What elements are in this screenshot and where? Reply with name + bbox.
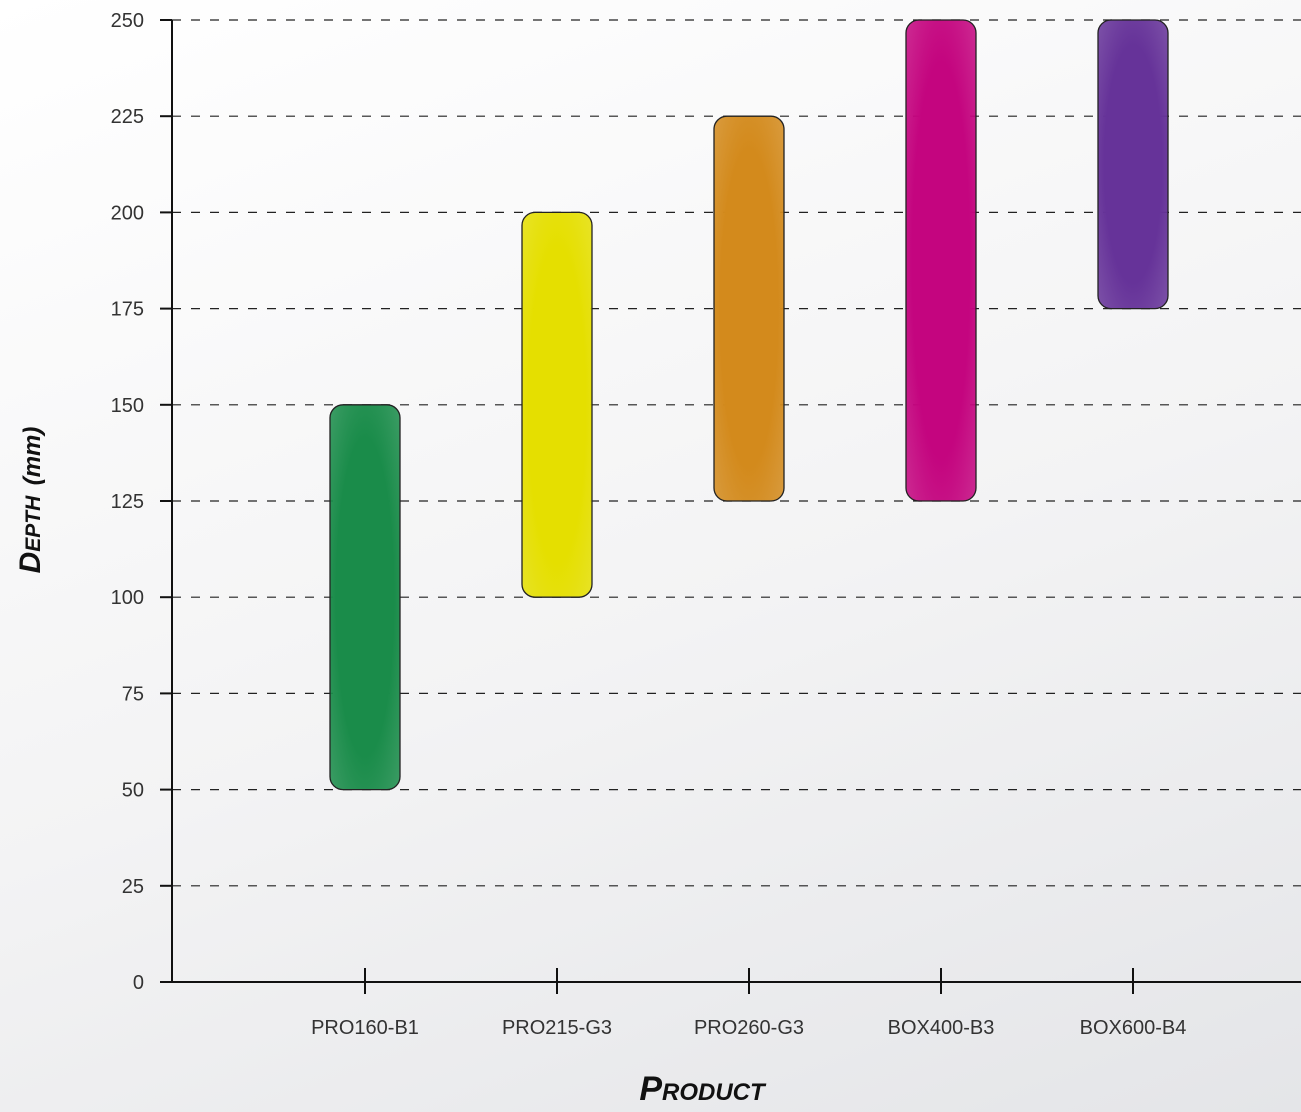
x-tick-label: BOX600-B4: [1080, 1017, 1187, 1039]
y-axis-title-main: Depth: [14, 495, 47, 574]
y-tick-label: 125: [111, 491, 144, 513]
y-tick-label: 150: [111, 395, 144, 417]
y-tick-label: 250: [111, 10, 144, 32]
y-tick-label: 75: [122, 683, 144, 705]
range-bars: [329, 19, 1169, 791]
x-tick-label: PRO260-G3: [694, 1017, 804, 1039]
y-axis-ticks: 0 25 50 75 100 125 150 175 200 225 250: [111, 10, 172, 994]
range-bar-pro215-g3: [521, 211, 593, 598]
range-bar-box600-b4: [1097, 19, 1169, 310]
range-bar-pro160-b1: [329, 404, 401, 791]
y-tick-label: 200: [111, 202, 144, 224]
y-axis-title-unit: (mm): [19, 427, 46, 486]
y-tick-label: 0: [133, 972, 144, 994]
y-tick-label: 25: [122, 876, 144, 898]
x-tick-label: PRO160-B1: [311, 1017, 419, 1039]
range-bar-pro260-g3: [713, 115, 785, 502]
x-tick-label: PRO215-G3: [502, 1017, 612, 1039]
y-tick-label: 100: [111, 587, 144, 609]
range-bar-box400-b3: [905, 19, 977, 502]
x-tick-label: BOX400-B3: [888, 1017, 995, 1039]
y-tick-label: 225: [111, 106, 144, 128]
y-axis-title: Depth (mm): [14, 427, 47, 574]
x-axis-ticks: PRO160-B1 PRO215-G3 PRO260-G3 BOX400-B3 BOX6…: [311, 968, 1186, 1039]
x-axis-title: Product: [639, 1070, 767, 1108]
y-tick-label: 175: [111, 299, 144, 321]
y-tick-label: 50: [122, 780, 144, 802]
